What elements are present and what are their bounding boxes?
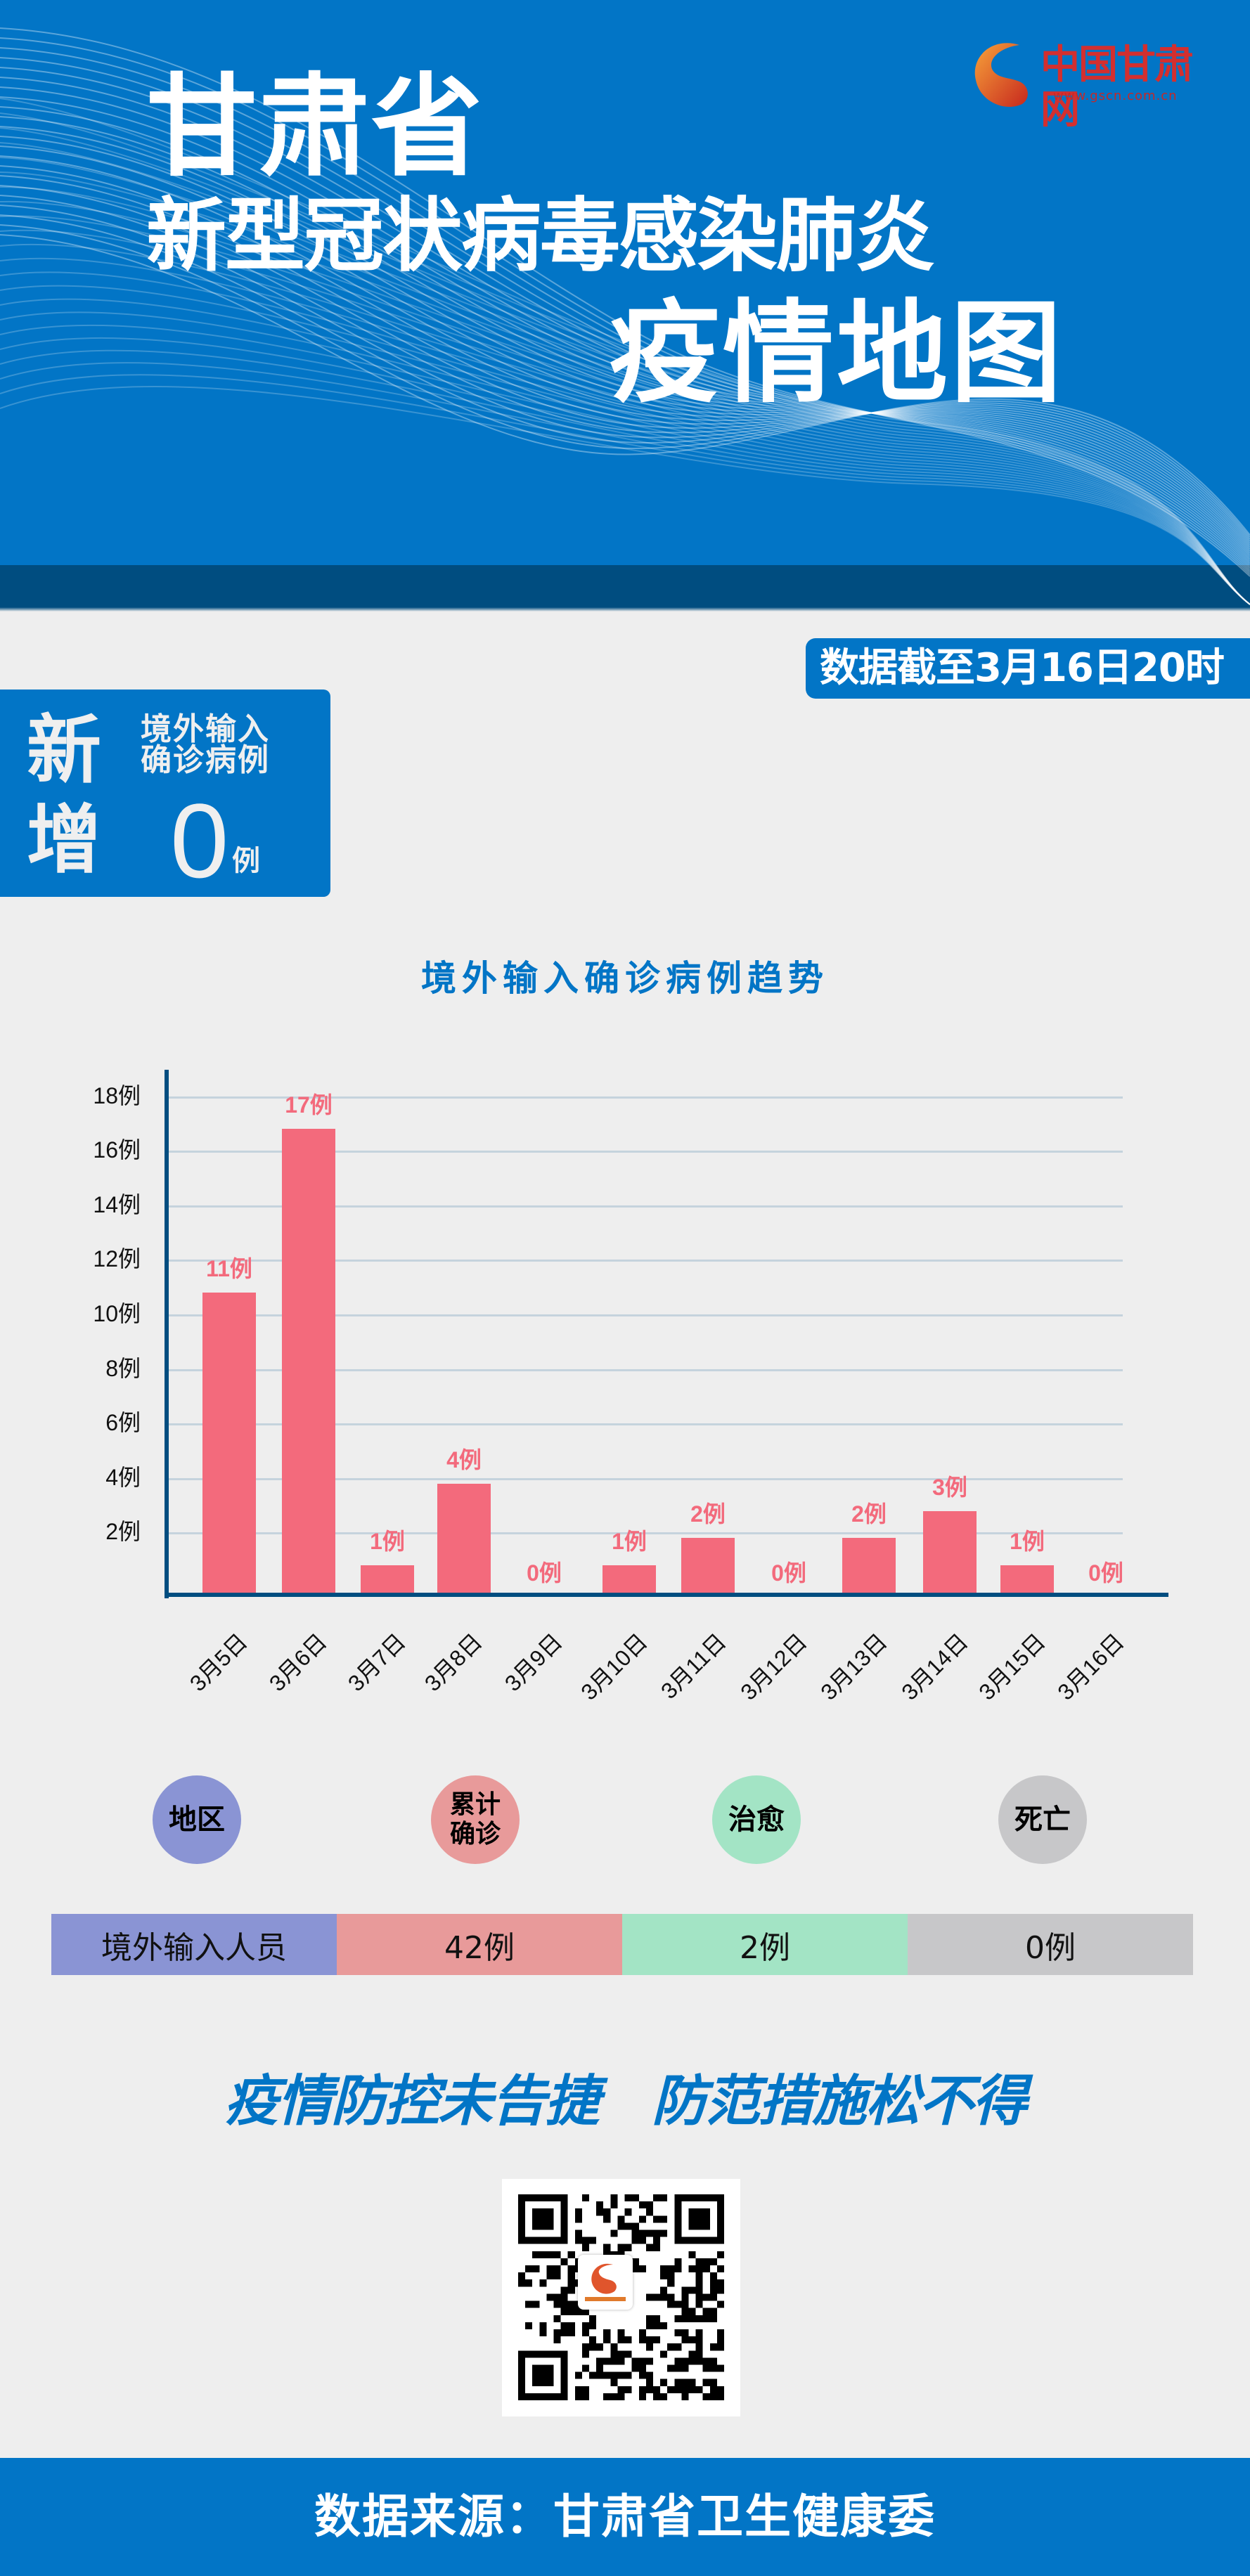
footer: 数据来源：甘肃省卫生健康委 — [0, 2458, 1250, 2576]
bar-3月10日 — [603, 1565, 656, 1593]
stat-recovered: 2例 — [622, 1914, 908, 1975]
qr-code[interactable] — [502, 2179, 740, 2416]
y-tick-label: 14例 — [93, 1191, 141, 1217]
bar-3月14日 — [923, 1510, 977, 1593]
bar-value-label: 17例 — [285, 1092, 333, 1118]
slogan: 疫情防控未告捷 防范措施松不得 — [224, 2070, 1027, 2133]
qr-logo-icon — [578, 2255, 633, 2310]
y-tick-label: 12例 — [93, 1246, 141, 1272]
stat-deaths: 0例 — [908, 1914, 1193, 1975]
bar-3月6日 — [282, 1129, 335, 1593]
stat-header-3: 死亡 — [998, 1775, 1087, 1864]
y-tick-label: 16例 — [93, 1137, 141, 1163]
wave-decoration — [0, 27, 1250, 605]
y-axis — [165, 1070, 169, 1598]
gscn-logo[interactable]: 中国甘肃网 www.gscn.com.cn — [970, 37, 1209, 132]
y-tick-label: 8例 — [105, 1355, 141, 1381]
data-cutoff-badge: 数据截至3月16日20时 — [806, 638, 1250, 699]
x-tick-label: 3月9日 — [499, 1629, 567, 1697]
data-source: 数据来源：甘肃省卫生健康委 — [314, 2490, 936, 2544]
x-tick-label: 3月14日 — [896, 1629, 973, 1705]
bar-value-label: 4例 — [446, 1446, 482, 1473]
bar-value-label: 2例 — [851, 1501, 887, 1527]
header-band — [0, 565, 1250, 611]
bar-value-label: 3例 — [932, 1474, 967, 1500]
title-province: 甘肃省 — [146, 63, 484, 192]
x-tick-label: 3月16日 — [1052, 1629, 1129, 1705]
stat-header-1: 累计 确诊 — [431, 1775, 520, 1864]
bar-value-label: 0例 — [1088, 1560, 1123, 1586]
category-line-1: 境外输入 — [141, 711, 270, 747]
bar-value-label: 11例 — [206, 1256, 252, 1282]
y-tick-label: 2例 — [105, 1519, 141, 1545]
y-tick-label: 4例 — [105, 1464, 141, 1490]
bar-3月13日 — [842, 1538, 896, 1593]
gridline — [169, 1205, 1123, 1208]
bar-value-label: 0例 — [527, 1560, 562, 1586]
stat-header-2: 治愈 — [712, 1775, 801, 1864]
bar-3月15日 — [1000, 1565, 1054, 1593]
x-tick-label: 3月6日 — [264, 1629, 332, 1697]
logo-url: www.gscn.com.cn — [1053, 89, 1178, 103]
x-tick-label: 3月11日 — [655, 1629, 731, 1704]
logo-name: 中国甘肃网 — [1040, 41, 1194, 133]
bar-value-label: 2例 — [690, 1501, 726, 1527]
gridline — [169, 1532, 1123, 1535]
x-tick-label: 3月12日 — [735, 1629, 812, 1705]
gridline — [169, 1096, 1123, 1099]
bar-3月7日 — [361, 1565, 414, 1593]
stat-header-0: 地区 — [153, 1775, 241, 1864]
x-tick-label: 3月10日 — [576, 1629, 652, 1705]
bar-3月5日 — [202, 1293, 256, 1593]
title-disease: 新型冠状病毒感染肺炎 — [146, 189, 935, 283]
bar-value-label: 1例 — [612, 1529, 647, 1555]
new-cases-value: 0 — [170, 782, 229, 900]
stat-region: 境外输入人员 — [51, 1914, 337, 1975]
new-cases-card: 新 增 境外输入 确诊病例 0 例 — [0, 690, 330, 897]
title-epidemic-map: 疫情地图 — [609, 289, 1064, 418]
x-tick-label: 3月5日 — [184, 1629, 252, 1697]
bar-value-label: 1例 — [370, 1529, 405, 1555]
chart-title: 境外输入确诊病例趋势 — [421, 958, 829, 999]
bar-chart: 18例 16例 14例 12例 10例 8例 6例 4例 2例 11例 3月5日 17例 3月6日 1例 3… — [0, 1054, 1250, 1722]
bar-value-label: 0例 — [771, 1560, 806, 1586]
bar-value-label: 1例 — [1010, 1529, 1045, 1555]
gridline — [169, 1423, 1123, 1426]
new-cases-unit: 例 — [232, 845, 260, 877]
x-tick-label: 3月13日 — [816, 1629, 892, 1705]
gridline — [169, 1477, 1123, 1480]
gridline — [169, 1260, 1123, 1262]
logo-swirl-icon — [974, 43, 1028, 108]
y-tick-label: 10例 — [93, 1301, 141, 1326]
x-tick-label: 3月15日 — [974, 1629, 1050, 1705]
stat-confirmed: 42例 — [337, 1914, 622, 1975]
bar-3月11日 — [681, 1538, 735, 1593]
x-tick-label: 3月7日 — [342, 1629, 411, 1697]
x-tick-label: 3月8日 — [419, 1629, 487, 1697]
gridline — [169, 1151, 1123, 1153]
category-line-2: 确诊病例 — [141, 742, 270, 778]
y-tick-label: 6例 — [105, 1410, 141, 1436]
gridline — [169, 1368, 1123, 1371]
new-cases-category: 境外输入 确诊病例 — [141, 714, 274, 776]
new-label-char-1: 新 — [27, 707, 101, 794]
y-tick-label: 18例 — [93, 1082, 141, 1108]
new-label-char-2: 增 — [27, 797, 101, 884]
header-banner — [0, 0, 1250, 565]
stats-row: 境外输入人员 42例 2例 0例 — [51, 1914, 1193, 1975]
bar-3月8日 — [437, 1483, 491, 1593]
gridline — [169, 1314, 1123, 1316]
x-axis — [165, 1593, 1168, 1597]
qr-code-icon — [518, 2194, 724, 2400]
